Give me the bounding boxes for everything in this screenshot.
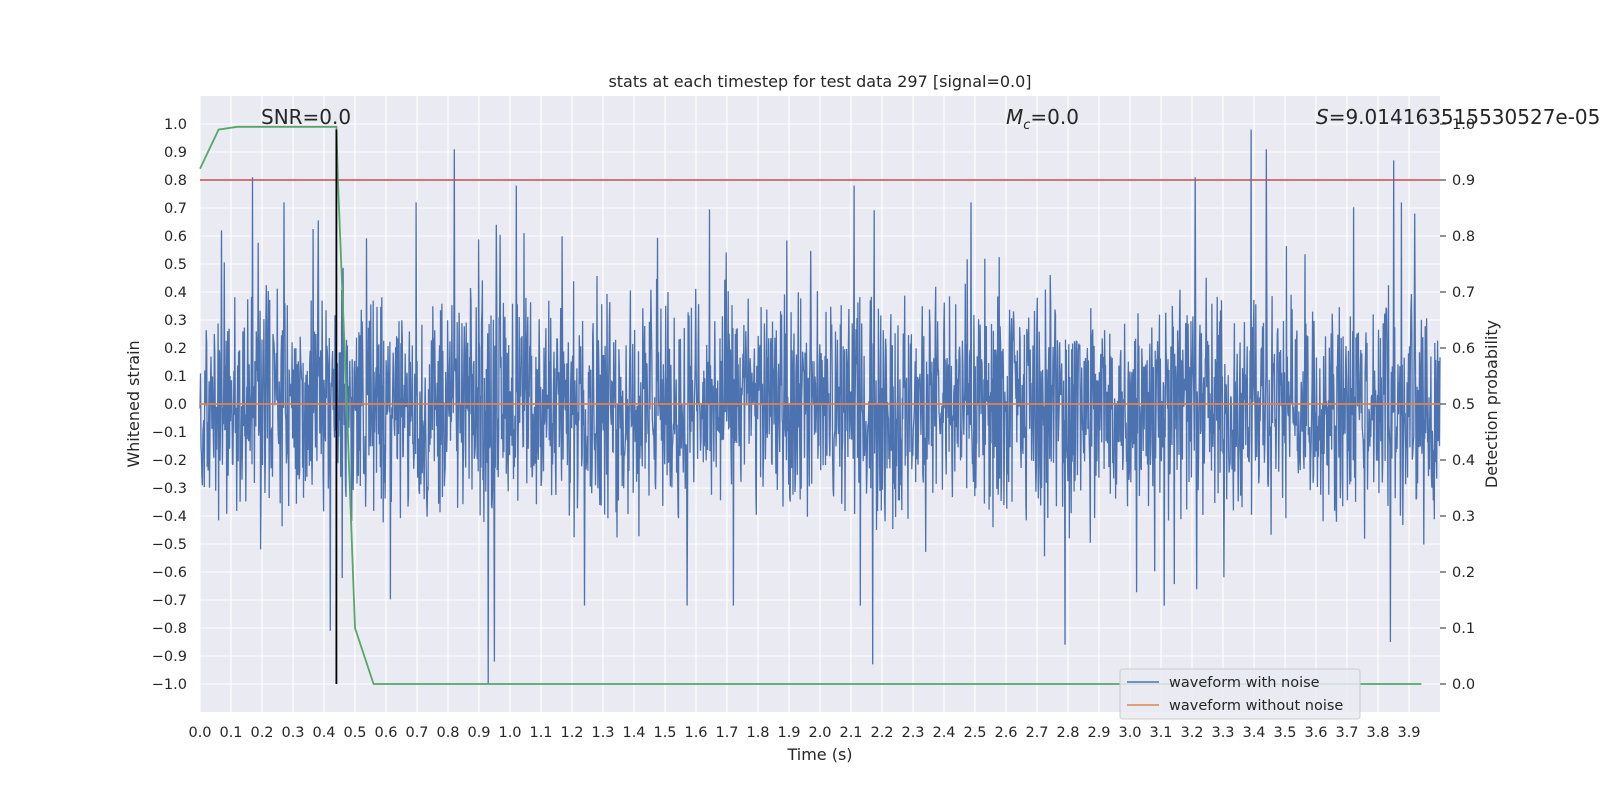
legend-label-with-noise: waveform with noise bbox=[1169, 675, 1320, 691]
y-tick-label: 0.3 bbox=[164, 313, 187, 329]
y2-tick-label: 0.0 bbox=[1452, 677, 1475, 693]
x-tick-label: 0.5 bbox=[343, 725, 366, 741]
x-tick-label: 3.4 bbox=[1242, 725, 1265, 741]
y-tick-label: 0.1 bbox=[164, 369, 187, 385]
y2-tick-labels: 1.0 0.9 0.8 0.7 0.6 0.5 0.4 0.3 0.2 0.1 0.0 bbox=[1440, 117, 1475, 693]
x-tick-label: 1.1 bbox=[529, 725, 552, 741]
y2-tick-label: 0.6 bbox=[1452, 341, 1475, 357]
y-tick-label: 0.8 bbox=[164, 173, 187, 189]
x-tick-label: 3.7 bbox=[1335, 725, 1358, 741]
x-axis-label: Time (s) bbox=[786, 745, 852, 764]
legend: waveform with noise waveform without noi… bbox=[1119, 668, 1361, 720]
y-tick-label: −0.5 bbox=[152, 537, 187, 553]
x-tick-label: 2.6 bbox=[994, 725, 1017, 741]
y-axis-label: Whitened strain bbox=[124, 340, 143, 467]
y-tick-label: −0.1 bbox=[152, 425, 187, 441]
x-tick-label: 3.9 bbox=[1397, 725, 1420, 741]
waveform-with-noise-line bbox=[199, 129, 1441, 685]
y-tick-label: 0.9 bbox=[164, 145, 187, 161]
x-tick-label: 1.9 bbox=[777, 725, 800, 741]
y-tick-label: 0.7 bbox=[164, 201, 187, 217]
y-tick-label: −0.7 bbox=[152, 593, 187, 609]
overlays bbox=[199, 125, 1440, 685]
x-tick-label: 0.8 bbox=[436, 725, 459, 741]
s-symbol: S bbox=[1316, 105, 1329, 129]
y-tick-label: −0.4 bbox=[152, 509, 187, 525]
x-tick-label: 1.6 bbox=[684, 725, 707, 741]
x-tick-label: 1.5 bbox=[653, 725, 676, 741]
y-tick-labels: 1.0 0.9 0.8 0.7 0.6 0.5 0.4 0.3 0.2 0.1 0.0 −0.1 −0.… bbox=[152, 117, 187, 693]
y-tick-label: 0.0 bbox=[164, 397, 187, 413]
x-tick-label: 2.0 bbox=[808, 725, 831, 741]
x-tick-label: 1.3 bbox=[591, 725, 614, 741]
y-tick-label: −1.0 bbox=[152, 677, 187, 693]
y-tick-label: 1.0 bbox=[164, 117, 187, 133]
x-tick-label: 2.4 bbox=[932, 725, 955, 741]
y-tick-label: 0.4 bbox=[164, 285, 187, 301]
chart-title: stats at each timestep for test data 297… bbox=[608, 72, 1031, 91]
y-tick-label: −0.2 bbox=[152, 453, 187, 469]
x-tick-label: 0.7 bbox=[405, 725, 428, 741]
x-tick-label: 3.3 bbox=[1211, 725, 1234, 741]
series-waveform-with-noise bbox=[199, 129, 1441, 685]
snr-annotation: SNR=0.0 bbox=[261, 105, 351, 129]
s-annotation: S=9.014163515530527e-05 bbox=[1316, 105, 1600, 129]
x-tick-label: 1.8 bbox=[746, 725, 769, 741]
mc-symbol: M bbox=[1006, 105, 1023, 129]
y2-tick-label: 0.3 bbox=[1452, 509, 1475, 525]
y2-axis-label: Detection probability bbox=[1482, 320, 1501, 488]
x-tick-label: 0.0 bbox=[188, 725, 211, 741]
y2-tick-label: 0.9 bbox=[1452, 173, 1475, 189]
x-tick-label: 1.7 bbox=[715, 725, 738, 741]
y2-tick-label: 0.4 bbox=[1452, 453, 1475, 469]
x-tick-label: 0.3 bbox=[281, 725, 304, 741]
y-tick-label: −0.9 bbox=[152, 649, 187, 665]
y-tick-label: −0.8 bbox=[152, 621, 187, 637]
y2-tick-label: 0.2 bbox=[1452, 565, 1475, 581]
x-tick-label: 0.4 bbox=[312, 725, 335, 741]
y2-tick-label: 0.1 bbox=[1452, 621, 1475, 637]
x-tick-label: 1.2 bbox=[560, 725, 583, 741]
y2-tick-label: 1.0 bbox=[1452, 117, 1475, 133]
detection-probability-line bbox=[199, 125, 1422, 685]
x-tick-label: 3.0 bbox=[1118, 725, 1141, 741]
x-tick-label: 3.6 bbox=[1304, 725, 1327, 741]
x-tick-label: 1.4 bbox=[622, 725, 645, 741]
x-tick-label: 3.5 bbox=[1273, 725, 1296, 741]
legend-box bbox=[1119, 668, 1361, 720]
y-tick-label: −0.6 bbox=[152, 565, 187, 581]
x-tick-label: 2.1 bbox=[839, 725, 862, 741]
legend-label-without-noise: waveform without noise bbox=[1169, 698, 1343, 714]
x-tick-label: 3.8 bbox=[1366, 725, 1389, 741]
x-tick-label: 2.3 bbox=[901, 725, 924, 741]
s-value: =9.014163515530527e-05 bbox=[1329, 105, 1600, 129]
mc-annotation: Mc=0.0 bbox=[1006, 105, 1079, 133]
mc-value: =0.0 bbox=[1030, 105, 1079, 129]
y2-tick-label: 0.7 bbox=[1452, 285, 1475, 301]
x-tick-label: 2.5 bbox=[963, 725, 986, 741]
x-tick-label: 0.9 bbox=[467, 725, 490, 741]
x-tick-labels: 0.0 0.1 0.2 0.3 0.4 0.5 0.6 0.7 0.8 0.9 1.0 1.1 1.2 1… bbox=[188, 725, 1420, 741]
y-tick-label: 0.5 bbox=[164, 257, 187, 273]
y-tick-label: 0.2 bbox=[164, 341, 187, 357]
y2-tick-label: 0.5 bbox=[1452, 397, 1475, 413]
x-tick-label: 2.9 bbox=[1087, 725, 1110, 741]
x-tick-label: 0.6 bbox=[374, 725, 397, 741]
y-tick-label: 0.6 bbox=[164, 229, 187, 245]
mc-subscript: c bbox=[1023, 118, 1030, 133]
y2-tick-label: 0.8 bbox=[1452, 229, 1475, 245]
x-tick-label: 2.8 bbox=[1056, 725, 1079, 741]
x-tick-label: 2.7 bbox=[1025, 725, 1048, 741]
x-tick-label: 0.1 bbox=[219, 725, 242, 741]
y-tick-label: −0.3 bbox=[152, 481, 187, 497]
x-tick-label: 2.2 bbox=[870, 725, 893, 741]
x-tick-label: 3.2 bbox=[1180, 725, 1203, 741]
x-tick-label: 3.1 bbox=[1149, 725, 1172, 741]
x-tick-label: 0.2 bbox=[250, 725, 273, 741]
x-tick-label: 1.0 bbox=[498, 725, 521, 741]
